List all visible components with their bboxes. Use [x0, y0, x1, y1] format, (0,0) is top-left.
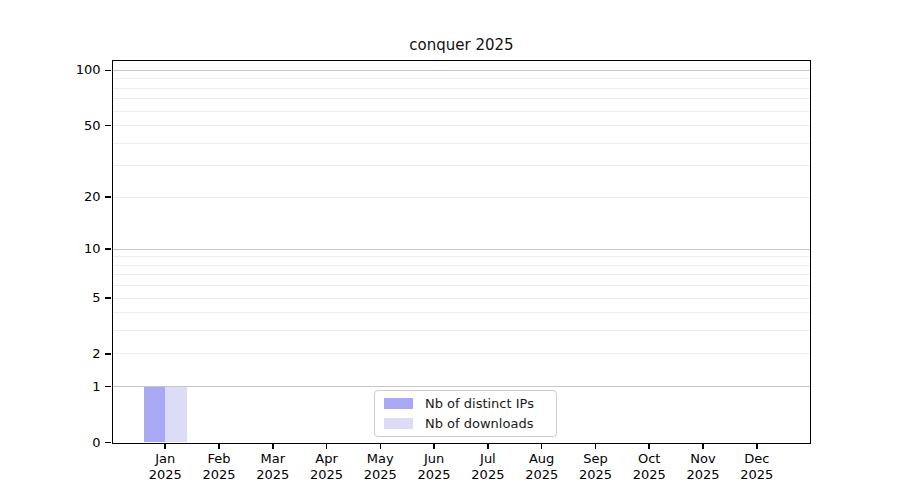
gridline-minor [113, 143, 810, 144]
legend: Nb of distinct IPs Nb of downloads [374, 390, 557, 437]
legend-swatch-downloads-icon [384, 418, 413, 429]
gridline-minor [113, 274, 810, 275]
legend-item-distinct-ips: Nb of distinct IPs [384, 396, 556, 412]
x-tick [326, 443, 328, 450]
gridline-minor [113, 78, 810, 79]
x-tick [595, 443, 597, 450]
y-tick [105, 196, 112, 198]
y-tick [105, 70, 112, 72]
y-tick-label: 2 [53, 346, 101, 362]
y-tick-label: 20 [53, 189, 101, 205]
y-tick-label: 50 [53, 118, 101, 134]
gridline-minor [113, 312, 810, 313]
y-tick-label: 10 [53, 241, 101, 257]
x-tick [218, 443, 220, 450]
x-tick [164, 443, 166, 450]
x-tick [541, 443, 543, 450]
x-tick [702, 443, 704, 450]
bar-distinct-ips-0 [144, 387, 166, 443]
gridline-major [113, 249, 810, 250]
gridline-major [113, 386, 810, 387]
x-tick [272, 443, 274, 450]
gridline-minor [113, 125, 810, 126]
y-tick [105, 248, 112, 250]
legend-label-distinct-ips: Nb of distinct IPs [425, 396, 534, 411]
x-tick [756, 443, 758, 450]
gridline-minor [113, 165, 810, 166]
plot-area: 0125102050100Jan 2025Feb 2025Mar 2025Apr… [112, 60, 811, 444]
x-tick [487, 443, 489, 450]
gridline-minor [113, 111, 810, 112]
legend-label-downloads: Nb of downloads [425, 416, 533, 431]
gridline-minor [113, 256, 810, 257]
gridline-major [113, 70, 810, 71]
figure: conquer 2025 0125102050100Jan 2025Feb 20… [0, 0, 900, 500]
x-tick [648, 443, 650, 450]
gridline-minor [113, 353, 810, 354]
gridline-minor [113, 330, 810, 331]
legend-item-downloads: Nb of downloads [384, 416, 556, 432]
y-tick-label: 0 [53, 435, 101, 451]
gridline-minor [113, 98, 810, 99]
gridline-minor [113, 285, 810, 286]
y-tick-label: 5 [53, 290, 101, 306]
gridline-minor [113, 197, 810, 198]
chart-title: conquer 2025 [113, 36, 810, 54]
x-tick [380, 443, 382, 450]
y-tick-label: 100 [53, 62, 101, 78]
y-tick [105, 125, 112, 127]
bar-downloads-0 [165, 387, 187, 443]
y-tick [105, 386, 112, 388]
x-tick-label: Dec 2025 [725, 451, 789, 483]
gridline-minor [113, 265, 810, 266]
gridline-minor [113, 88, 810, 89]
y-tick [105, 297, 112, 299]
x-tick [433, 443, 435, 450]
y-tick [105, 353, 112, 355]
gridline-minor [113, 298, 810, 299]
y-tick [105, 442, 112, 444]
y-tick-label: 1 [53, 379, 101, 395]
legend-swatch-distinct-ips-icon [384, 398, 413, 409]
